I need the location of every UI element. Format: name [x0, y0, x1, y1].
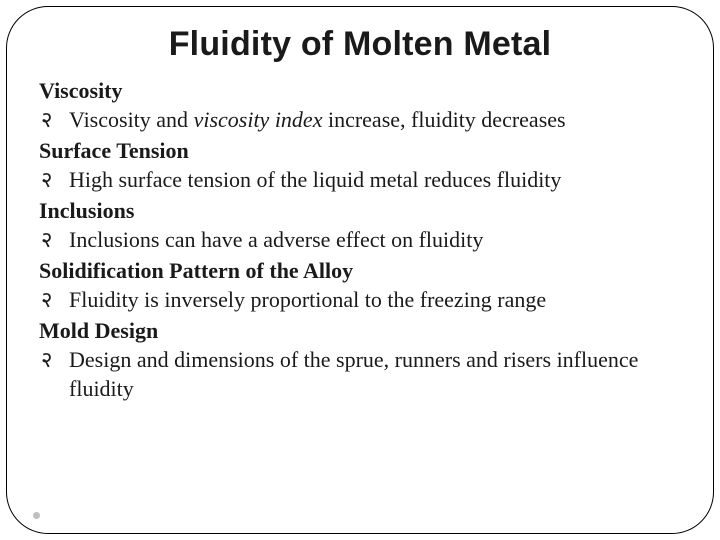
section-heading: Mold Design — [39, 316, 681, 345]
bullet-icon: २ — [39, 345, 69, 374]
bullet-text: Inclusions can have a adverse effect on … — [69, 225, 681, 254]
text-run: Viscosity and — [69, 107, 194, 132]
bullet-item: २ Design and dimensions of the sprue, ru… — [39, 345, 681, 403]
text-run: increase, fluidity decreases — [322, 107, 565, 132]
slide-content: Viscosity २ Viscosity and viscosity inde… — [39, 76, 681, 403]
text-run-italic: viscosity index — [194, 107, 323, 132]
bullet-text: Viscosity and viscosity index increase, … — [69, 105, 681, 134]
section-heading: Solidification Pattern of the Alloy — [39, 256, 681, 285]
bullet-icon: २ — [39, 105, 69, 134]
slide-title: Fluidity of Molten Metal — [39, 25, 681, 64]
bullet-icon: २ — [39, 285, 69, 314]
bullet-item: २ Viscosity and viscosity index increase… — [39, 105, 681, 134]
section-heading: Surface Tension — [39, 136, 681, 165]
bullet-text: High surface tension of the liquid metal… — [69, 165, 681, 194]
page-indicator-dot — [33, 512, 40, 519]
section-heading: Inclusions — [39, 196, 681, 225]
bullet-text: Fluidity is inversely proportional to th… — [69, 285, 681, 314]
bullet-item: २ Inclusions can have a adverse effect o… — [39, 225, 681, 254]
bullet-item: २ Fluidity is inversely proportional to … — [39, 285, 681, 314]
bullet-icon: २ — [39, 225, 69, 254]
bullet-item: २ High surface tension of the liquid met… — [39, 165, 681, 194]
bullet-icon: २ — [39, 165, 69, 194]
bullet-text: Design and dimensions of the sprue, runn… — [69, 345, 681, 403]
slide-frame: Fluidity of Molten Metal Viscosity २ Vis… — [6, 6, 714, 534]
slide: Fluidity of Molten Metal Viscosity २ Vis… — [0, 0, 720, 540]
section-heading: Viscosity — [39, 76, 681, 105]
